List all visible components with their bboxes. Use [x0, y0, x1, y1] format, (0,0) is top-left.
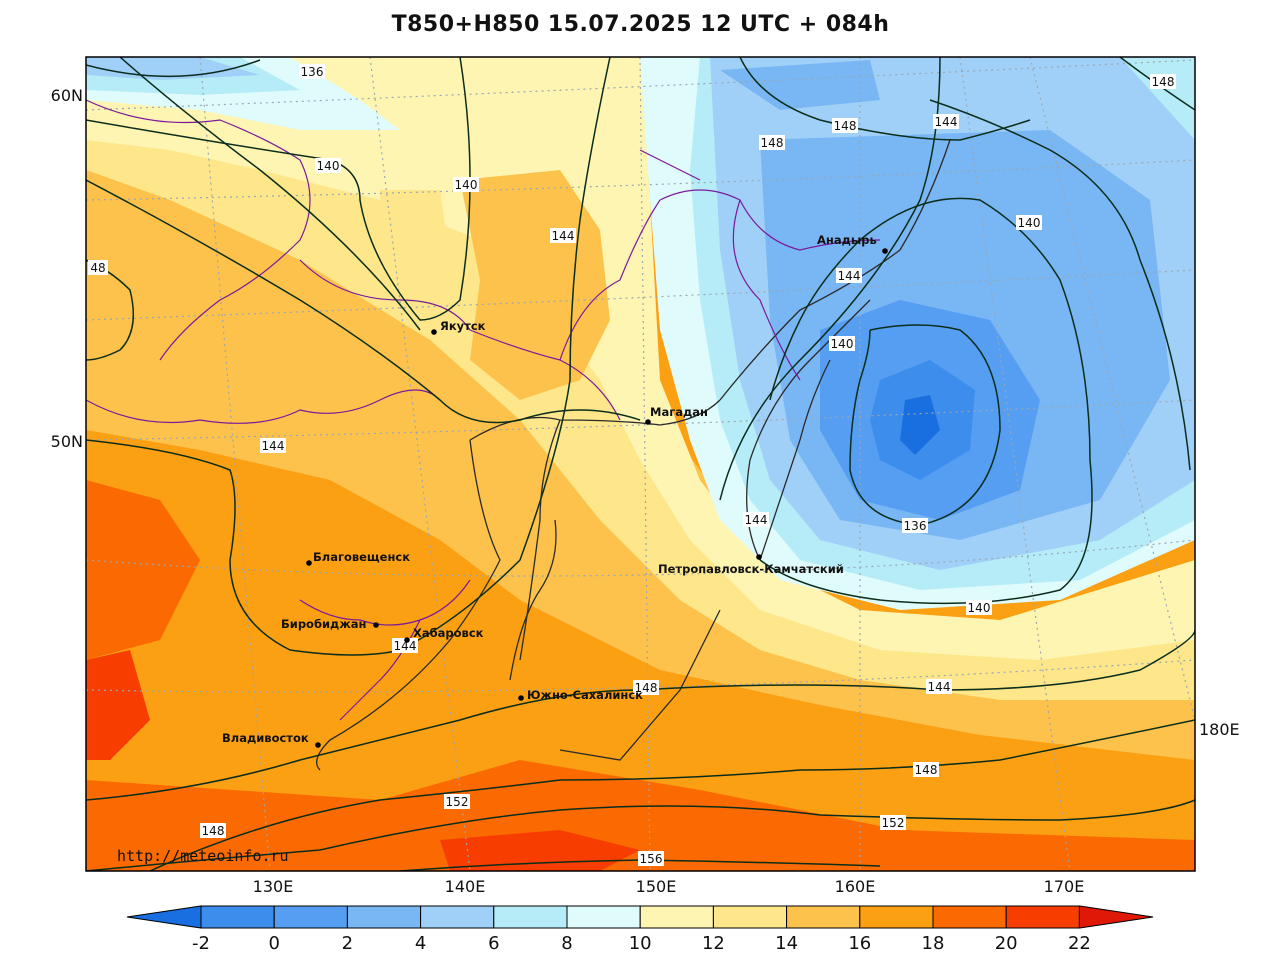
city-label-anadyr: Анадырь — [817, 233, 877, 247]
isohypse-label: 136 — [904, 519, 927, 533]
lon-label-140e: 140E — [445, 877, 486, 896]
lat-label-50n: 50N — [51, 432, 83, 451]
city-label-blagoveshchensk: Благовещенск — [313, 550, 410, 564]
colorbar-tick-label: 6 — [488, 933, 499, 954]
isohypse-label: 140 — [831, 337, 854, 351]
colorbar-bin — [566, 905, 641, 929]
city-markers: Якутск Магадан Анадырь Благовещенск Биро… — [222, 233, 888, 748]
isohypse-label: 152 — [882, 816, 905, 830]
colorbar-bin — [273, 905, 348, 929]
isohypse-label: 136 — [301, 65, 324, 79]
colorbar-tick-label: 18 — [922, 933, 945, 954]
isohypse-label: 144 — [935, 115, 958, 129]
city-marker — [518, 695, 524, 701]
isohypse-label: 48 — [90, 261, 105, 275]
isohypse-label: 148 — [761, 136, 784, 150]
isohypse-label: 144 — [928, 680, 951, 694]
city-label-petropavlovsk: Петропавловск-Камчатский — [658, 562, 844, 576]
colorbar-bin — [200, 905, 275, 929]
colorbar-tick-label: 16 — [848, 933, 871, 954]
colorbar-bin — [346, 905, 422, 929]
isohypse-label: 148 — [915, 763, 938, 777]
colorbar-bin — [493, 905, 568, 929]
city-label-magadan: Магадан — [650, 405, 708, 419]
city-label-khabarovsk: Хабаровск — [413, 626, 484, 640]
map-title: T850+H850 15.07.2025 12 UTC + 084h — [391, 12, 890, 37]
colorbar-tick-label: 22 — [1068, 933, 1091, 954]
city-label-yakutsk: Якутск — [440, 319, 486, 333]
colorbar-tick-label: 4 — [415, 933, 426, 954]
city-marker — [645, 419, 651, 425]
city-marker — [315, 742, 321, 748]
colorbar-tick-label: 10 — [629, 933, 652, 954]
colorbar-max-arrow — [1078, 905, 1154, 929]
city-label-vladivostok: Владивосток — [222, 731, 309, 745]
isohypse-label: 140 — [968, 601, 991, 615]
colorbar-bin — [639, 905, 714, 929]
colorbar-tick-label: 20 — [995, 933, 1018, 954]
isohypse-label: 148 — [834, 119, 857, 133]
colorbar-min-arrow — [126, 905, 202, 929]
isohypse-label: 144 — [262, 439, 285, 453]
credit-text: http://meteoinfo.ru — [117, 847, 289, 865]
temperature-field: 136 140 140 144 148 148 144 48 140 144 1… — [86, 57, 1195, 871]
colorbar-tick-label: 8 — [561, 933, 572, 954]
colorbar-bin — [1005, 905, 1080, 929]
map-frame — [85, 56, 1196, 872]
colorbar-bin — [859, 905, 934, 929]
colorbar-tick-label: 0 — [268, 933, 279, 954]
isohypse-label: 148 — [202, 824, 225, 838]
city-marker — [373, 622, 379, 628]
isohypse-label: 148 — [1152, 75, 1175, 89]
colorbar-tick-label: 2 — [342, 933, 353, 954]
colorbar-bin — [786, 905, 861, 929]
isohypse-label: 140 — [455, 178, 478, 192]
city-marker — [306, 560, 312, 566]
isohypse-label: 144 — [552, 229, 575, 243]
city-marker — [404, 637, 410, 643]
lon-label-160e: 160E — [835, 877, 876, 896]
colorbar-tick-label: 14 — [775, 933, 798, 954]
city-label-yuzhno-sakhalinsk: Южно-Сахалинск — [527, 688, 643, 702]
colorbar-bin — [932, 905, 1007, 929]
lon-label-130e: 130E — [253, 877, 294, 896]
isohypse-label: 144 — [838, 269, 861, 283]
city-marker — [431, 329, 437, 335]
isohypse-label: 156 — [640, 852, 663, 866]
isohypse-label: 144 — [394, 639, 417, 653]
city-marker — [756, 554, 762, 560]
lon-label-170e: 170E — [1044, 877, 1085, 896]
lon-label-150e: 150E — [636, 877, 677, 896]
city-marker — [882, 248, 888, 254]
city-label-birobidzhan: Биробиджан — [281, 617, 366, 631]
colorbar-tick-label: -2 — [192, 933, 210, 954]
isohypse-label: 144 — [745, 513, 768, 527]
colorbar-bin — [712, 905, 788, 929]
isohypse-label: 152 — [446, 795, 469, 809]
isohypse-labels: 136 140 140 144 148 148 144 48 140 144 1… — [88, 64, 1176, 866]
isohypse-label: 140 — [1018, 216, 1041, 230]
temperature-colorbar: -2 0 2 4 6 8 10 12 14 16 18 20 22 — [126, 905, 1154, 954]
colorbar-bin — [420, 905, 495, 929]
lon-label-180e: 180E — [1199, 720, 1240, 739]
colorbar-tick-label: 12 — [702, 933, 725, 954]
isohypse-label: 148 — [635, 681, 658, 695]
lat-label-60n: 60N — [51, 86, 83, 105]
isohypse-label: 140 — [317, 159, 340, 173]
